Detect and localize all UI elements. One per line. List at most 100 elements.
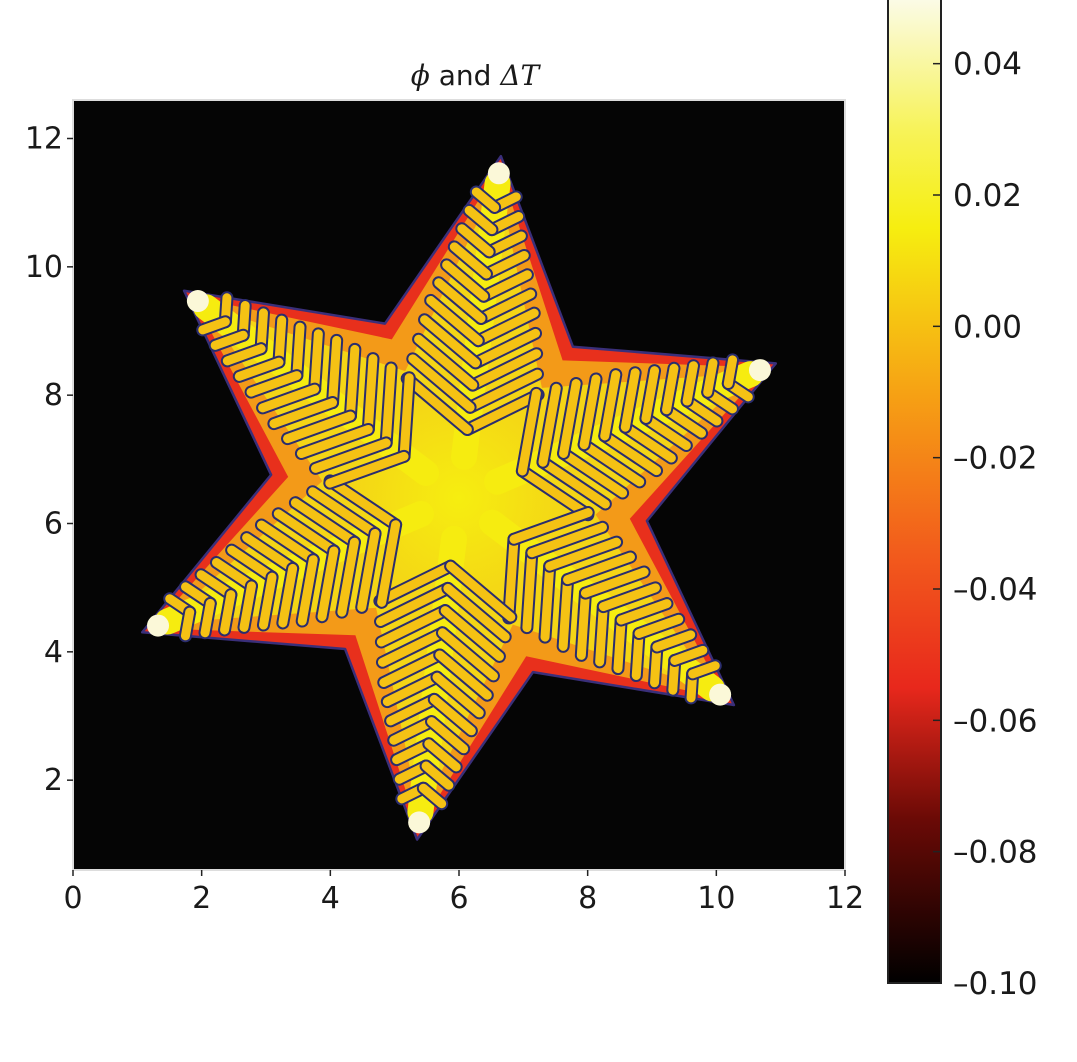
dendrite xyxy=(479,270,532,301)
crystal-arm-2 xyxy=(478,506,732,706)
arm-tip-1 xyxy=(748,359,771,382)
dendrite xyxy=(399,373,414,461)
x-tick-label-5: 10 xyxy=(697,881,735,916)
dendrite xyxy=(278,563,298,628)
dendrite xyxy=(613,615,626,674)
chart-title: ϕ and ΔT xyxy=(411,59,542,92)
x-axis: 0 2 4 6 8 10 12 xyxy=(63,870,864,916)
dendrite xyxy=(429,694,476,736)
dendrite xyxy=(234,357,284,381)
dendrite xyxy=(662,363,679,415)
dendrite xyxy=(616,599,672,625)
dendrite xyxy=(579,374,601,450)
colorbar-tick-label-5: –0.06 xyxy=(953,703,1038,739)
dendrite xyxy=(440,606,504,661)
dendrite xyxy=(580,567,649,598)
dendrite xyxy=(389,717,437,745)
dendrite xyxy=(292,322,305,381)
dendrite xyxy=(211,557,256,591)
arm-tip-0 xyxy=(487,162,510,185)
dendrite xyxy=(345,344,360,421)
dendrite xyxy=(375,561,456,606)
dendrite xyxy=(634,614,684,639)
dendrite xyxy=(376,583,453,627)
dendrite xyxy=(473,308,539,346)
dendrite xyxy=(308,487,380,538)
dendrite xyxy=(418,783,447,809)
dendrite xyxy=(662,405,707,438)
dendrite xyxy=(682,361,698,406)
dendrite xyxy=(558,575,573,651)
dendrite xyxy=(435,650,492,700)
arm-tip-4 xyxy=(147,614,170,637)
dendrite xyxy=(200,598,215,638)
dendrite xyxy=(381,363,396,448)
dendrite xyxy=(703,358,718,397)
dendrite xyxy=(434,278,486,323)
dendrite xyxy=(382,672,442,707)
dendrite xyxy=(527,522,607,558)
x-tick-label-4: 8 xyxy=(578,881,597,916)
dendrite xyxy=(377,628,447,667)
y-tick-label-0: 2 xyxy=(44,763,63,798)
x-tick-label-2: 4 xyxy=(321,881,340,916)
dendrite xyxy=(620,368,640,432)
y-tick-label-1: 4 xyxy=(44,635,63,670)
dendrite xyxy=(325,476,401,530)
dendrite xyxy=(540,561,555,642)
colorbar-tick-label-2: 0.00 xyxy=(953,309,1022,345)
dendrite xyxy=(328,335,342,408)
y-tick-label-4: 10 xyxy=(25,250,63,285)
x-tick-label-6: 12 xyxy=(826,881,864,916)
dendrite xyxy=(246,371,302,397)
crystal-arm-1 xyxy=(484,353,771,522)
dendrite xyxy=(462,390,543,435)
dendrite xyxy=(476,289,536,323)
dendrite xyxy=(258,384,320,413)
dendrite xyxy=(317,546,339,622)
arm-tip-5 xyxy=(186,290,209,313)
dendrite xyxy=(563,552,635,585)
dendrite xyxy=(198,317,230,335)
dendrite xyxy=(274,315,287,367)
dendrite xyxy=(576,588,590,660)
dendrite xyxy=(600,431,662,476)
dendrite xyxy=(210,330,248,350)
crystal-arm-0 xyxy=(400,162,545,470)
y-tick-label-5: 12 xyxy=(25,122,63,157)
dendrite xyxy=(424,739,461,772)
crystal xyxy=(140,154,778,841)
title-and: and xyxy=(430,59,500,92)
dendrite xyxy=(239,581,256,632)
dendrite xyxy=(414,334,478,390)
dendrite xyxy=(297,555,318,626)
dendrite xyxy=(538,383,561,467)
arm-tip-2 xyxy=(709,683,732,706)
title-phi: ϕ xyxy=(411,59,430,92)
dendrite xyxy=(595,602,608,667)
dendrite xyxy=(290,498,359,547)
colorbar-tick-label-7: –0.10 xyxy=(953,966,1038,1002)
dendrite xyxy=(408,354,475,412)
dendrite xyxy=(670,645,708,665)
dendrite xyxy=(379,650,445,688)
plot-area xyxy=(72,99,846,871)
dendrite xyxy=(579,440,645,487)
colorbar-ticks: 0.04 0.02 0.00 –0.02 –0.04 –0.06 –0.08 –0.10 xyxy=(933,47,1038,1002)
dendrite xyxy=(443,583,510,642)
dendrite xyxy=(432,672,484,718)
colorbar-tick-label-3: –0.02 xyxy=(953,441,1038,477)
dendrite xyxy=(222,344,266,366)
x-tick-label-3: 6 xyxy=(449,881,468,916)
dendrite xyxy=(471,187,500,212)
dendrite xyxy=(273,509,339,556)
dendrite xyxy=(377,520,401,607)
dendrite xyxy=(227,545,277,582)
dendrite xyxy=(481,250,529,279)
dendrite xyxy=(256,520,318,565)
dendrite xyxy=(357,528,380,612)
crystal-arm-3 xyxy=(373,525,518,834)
crystal-arm-4 xyxy=(147,474,434,643)
colorbar-tick-label-1: 0.02 xyxy=(953,178,1022,214)
